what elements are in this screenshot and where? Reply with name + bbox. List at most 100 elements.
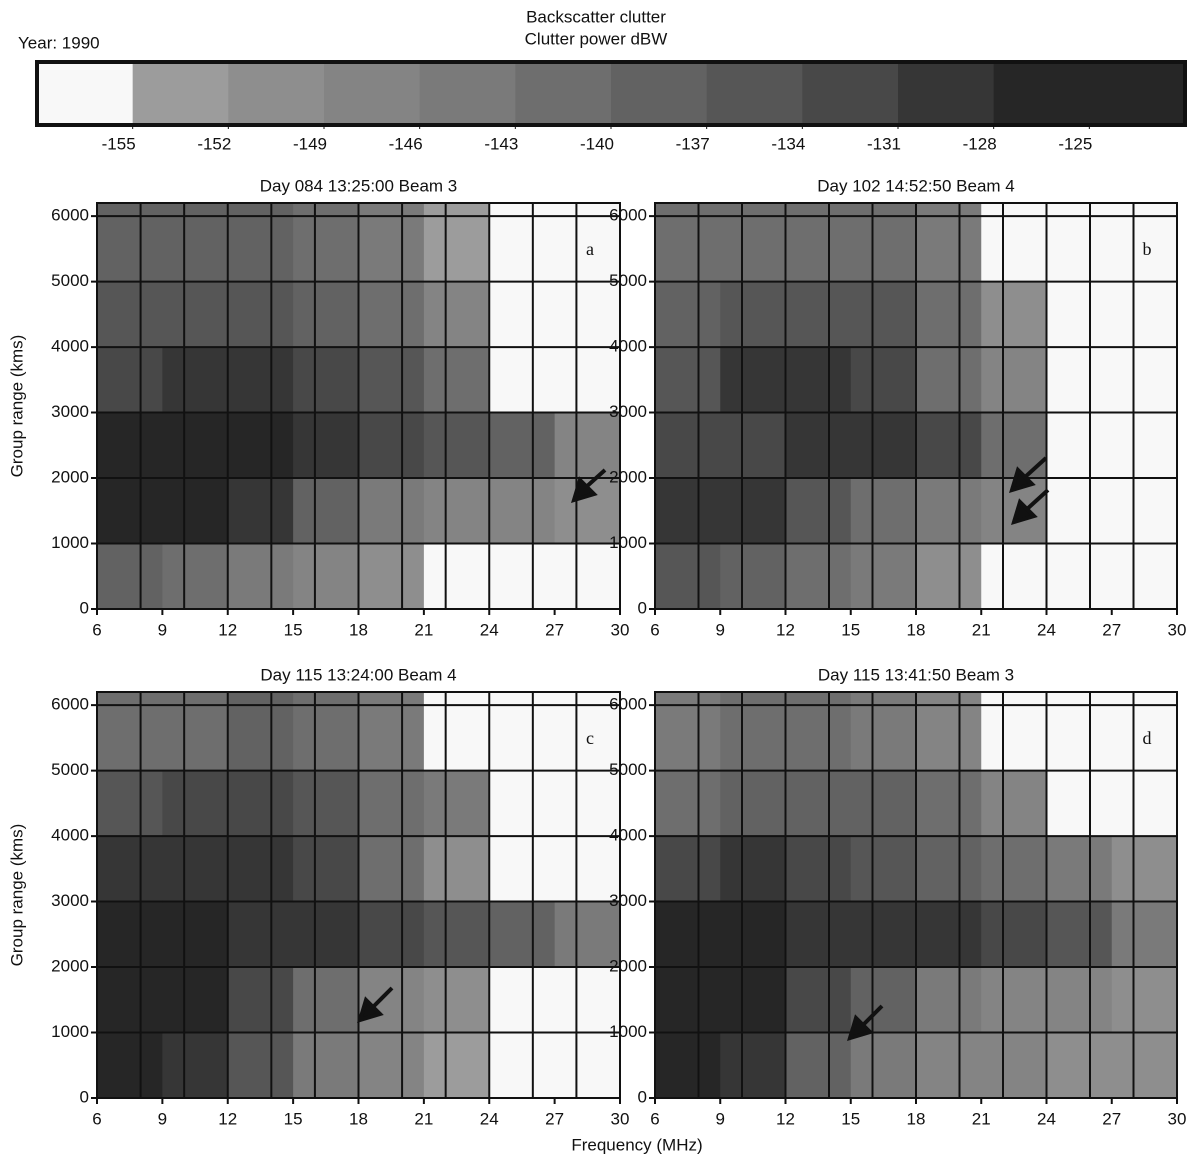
heatmap-cell <box>293 347 359 414</box>
y-tick-label: 3000 <box>609 891 647 910</box>
x-tick-label: 18 <box>349 1109 368 1128</box>
heatmap-cell <box>293 901 359 968</box>
heatmap-cell <box>981 692 1047 772</box>
heatmap-cell <box>554 543 621 610</box>
heatmap-cell <box>981 770 1047 837</box>
heatmap-cell <box>227 347 294 414</box>
heatmap-cell <box>785 347 852 414</box>
heatmap-cell <box>162 347 229 414</box>
overlay <box>357 456 1050 1041</box>
arrow-shaft <box>583 468 607 490</box>
heatmap-cell <box>720 281 786 348</box>
marks: Backscatter clutter Clutter power dBW Year… <box>7 7 1187 1154</box>
x-tick-label: 15 <box>284 620 303 639</box>
heatmap-cell <box>916 1032 982 1099</box>
heatmap-cell <box>489 1032 556 1099</box>
x-tick-label: 9 <box>716 620 725 639</box>
x-tick-label: 30 <box>1168 620 1187 639</box>
y-tick-label: 1000 <box>51 1022 89 1041</box>
heatmap-cell <box>850 412 917 479</box>
heatmap-cell <box>489 543 556 610</box>
heatmap-cell <box>720 478 786 545</box>
y-tick-label: 5000 <box>609 760 647 779</box>
heatmap-cell <box>423 1032 490 1099</box>
x-tick-label: 18 <box>907 620 926 639</box>
heatmap-cell <box>227 967 294 1034</box>
heatmap-cell <box>1046 203 1113 283</box>
heatmap-cell <box>554 836 621 903</box>
heatmap-cell <box>489 901 556 968</box>
panel-letter: a <box>586 239 594 259</box>
x-axis-label: Frequency (MHz) <box>571 1135 702 1154</box>
y-tick-label: 5000 <box>609 271 647 290</box>
heatmap-cell <box>850 281 917 348</box>
heatmap-cell <box>655 478 721 545</box>
y-tick-label: 5000 <box>51 760 89 779</box>
heatmap-cell <box>227 478 294 545</box>
y-tick-label: 4000 <box>609 337 647 356</box>
heatmap-cell <box>97 478 163 545</box>
heatmap-cell <box>423 412 490 479</box>
heatmap-cell <box>358 967 425 1034</box>
colorbar-subtitle: Clutter power dBW <box>525 29 668 48</box>
x-tick-label: 6 <box>92 620 101 639</box>
y-tick-label: 1000 <box>51 533 89 552</box>
heatmap-cell <box>162 478 229 545</box>
plot-frame <box>654 691 1178 1099</box>
heatmap-cell <box>916 836 982 903</box>
heatmap-cell <box>97 543 163 610</box>
colorbar-title: Backscatter clutter <box>526 7 666 26</box>
x-tick-label: 12 <box>218 620 237 639</box>
heatmap-cell <box>981 901 1047 968</box>
heatmap-cell <box>162 412 229 479</box>
heatmap-cell <box>162 543 229 610</box>
heatmap-cell <box>720 1032 786 1099</box>
heatmap-cell <box>655 1032 721 1099</box>
heatmap-cell <box>655 836 721 903</box>
heatmap-cell <box>293 967 359 1034</box>
heatmap-cell <box>655 770 721 837</box>
x-tick-label: 24 <box>480 1109 499 1128</box>
arrow-head <box>847 1014 874 1041</box>
heatmap-cell <box>97 692 163 772</box>
heatmap-cell <box>655 203 721 283</box>
heatmap-cell <box>916 692 982 772</box>
x-tick-label: 24 <box>1037 1109 1056 1128</box>
x-tick-label: 30 <box>611 620 630 639</box>
y-tick-label: 0 <box>638 598 647 617</box>
heatmap-cell <box>227 901 294 968</box>
colorbar-tick-label: -137 <box>676 134 710 153</box>
panel-title: Day 115 13:41:50 Beam 3 <box>818 665 1014 684</box>
heatmap-cell <box>1046 478 1113 545</box>
heatmap-cell <box>785 692 852 772</box>
heatmap-cell <box>358 692 425 772</box>
heatmap-cell <box>293 836 359 903</box>
arrow-head <box>357 996 384 1023</box>
heatmap-cell <box>1046 281 1113 348</box>
x-tick-label: 27 <box>1102 620 1121 639</box>
heatmap-cell <box>720 967 786 1034</box>
heatmap-cell <box>785 478 852 545</box>
heatmap-cell <box>162 692 229 772</box>
heatmap-cell <box>97 770 163 837</box>
x-tick-label: 12 <box>776 1109 795 1128</box>
x-tick-label: 21 <box>414 620 433 639</box>
y-tick-label: 0 <box>80 1087 89 1106</box>
panel-title: Day 084 13:25:00 Beam 3 <box>260 176 458 195</box>
arrow-shaft <box>860 1004 884 1028</box>
y-tick-label: 3000 <box>609 402 647 421</box>
arrow-shaft <box>370 986 394 1010</box>
x-tick-label: 24 <box>1037 620 1056 639</box>
heatmap-cell <box>293 692 359 772</box>
heatmap-cell <box>358 478 425 545</box>
heatmap-cell <box>227 836 294 903</box>
heatmap-cell <box>785 770 852 837</box>
heatmap-cell <box>1046 836 1113 903</box>
heatmap-cell <box>720 692 786 772</box>
heatmap-cell <box>916 901 982 968</box>
x-tick-label: 24 <box>480 620 499 639</box>
heatmap-cell <box>162 203 229 283</box>
arrow-shaft <box>1024 488 1050 512</box>
heatmap-cell <box>293 478 359 545</box>
